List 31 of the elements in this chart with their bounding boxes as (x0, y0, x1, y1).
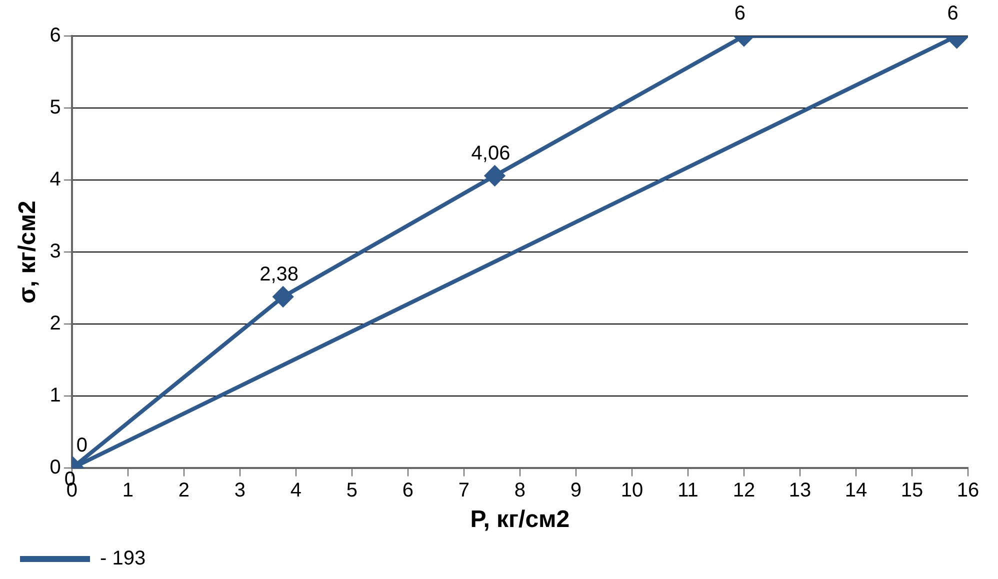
x-tick-label: 16 (956, 480, 980, 502)
legend-label: - 193 (100, 548, 146, 570)
y-tick-label: 3 (50, 240, 61, 263)
y-tick-label: 4 (50, 168, 61, 191)
y-tick-label: 2 (50, 312, 61, 335)
y-tick-label: 5 (50, 96, 61, 119)
x-tick-label: 5 (346, 480, 358, 502)
data-label: 0 (76, 434, 88, 457)
y-tick-label: 0 (50, 456, 61, 479)
x-tick-label: 8 (514, 480, 526, 502)
data-label: 4,06 (471, 142, 510, 164)
x-tick-label: 14 (844, 480, 868, 502)
y-tick-label: 6 (50, 24, 61, 47)
x-tick-label: 6 (402, 480, 414, 502)
x-tick-label: 12 (732, 480, 756, 502)
data-label: 6 (947, 2, 958, 25)
x-tick-label: 1 (122, 480, 134, 502)
data-label: 2,38 (260, 263, 299, 286)
y-tick-label: 1 (50, 384, 61, 407)
x-tick-label: 15 (900, 480, 924, 502)
x-axis-title: P, кг/см2 (470, 506, 570, 534)
x-tick-label: 9 (570, 480, 582, 502)
x-tick-label: 7 (458, 480, 470, 502)
x-tick-label: 3 (234, 480, 246, 502)
x-tick-label: 4 (290, 480, 302, 502)
x-tick-label: 10 (620, 480, 644, 502)
data-label: 6 (734, 2, 746, 25)
x-tick-label: 2 (178, 480, 190, 502)
y-axis-title: σ, кг/см2 (14, 200, 42, 304)
x-tick-label: 11 (678, 480, 698, 502)
x-tick-label: 13 (788, 480, 812, 502)
